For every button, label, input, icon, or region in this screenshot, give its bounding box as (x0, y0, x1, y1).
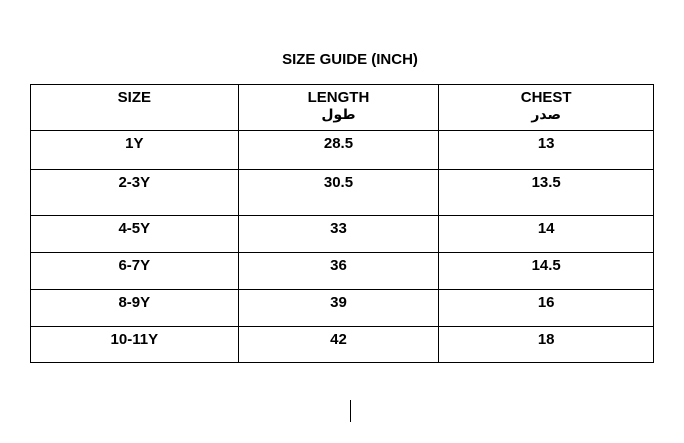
size-cell: 2-3Y (30, 169, 239, 216)
header-chest: CHEST صدر (438, 84, 654, 131)
chest-cell: 18 (438, 326, 654, 363)
size-cell: 8-9Y (30, 289, 239, 327)
size-cell: 1Y (30, 130, 239, 170)
size-cell: 6-7Y (30, 252, 239, 290)
header-label: LENGTH (307, 89, 370, 106)
page-title: SIZE GUIDE (INCH) (282, 51, 418, 68)
table-row: 6-7Y 36 14.5 (30, 252, 654, 290)
length-cell: 33 (237, 215, 440, 253)
header-row: SIZE LENGTH طول CHEST صدر (30, 84, 654, 131)
length-cell: 42 (237, 326, 440, 363)
length-cell: 36 (237, 252, 440, 290)
chest-cell: 13.5 (438, 169, 654, 216)
chest-cell: 14.5 (438, 252, 654, 290)
length-cell: 28.5 (237, 130, 440, 170)
text-cursor (350, 400, 351, 422)
size-cell: 4-5Y (30, 215, 239, 253)
header-arabic-label: طول (321, 106, 356, 122)
table-row: 4-5Y 33 14 (30, 215, 654, 253)
header-arabic-label: صدر (531, 106, 561, 122)
table-row: 10-11Y 42 18 (30, 326, 654, 363)
header-length: LENGTH طول (237, 84, 440, 131)
table-row: 2-3Y 30.5 13.5 (30, 169, 654, 216)
chest-cell: 13 (438, 130, 654, 170)
header-size: SIZE (30, 84, 239, 131)
size-guide-table: SIZE LENGTH طول CHEST صدر 1Y 28.5 13 2-3Y … (30, 84, 654, 363)
size-cell: 10-11Y (30, 326, 239, 363)
table-row: 1Y 28.5 13 (30, 130, 654, 170)
length-cell: 30.5 (237, 169, 440, 216)
chest-cell: 16 (438, 289, 654, 327)
length-cell: 39 (237, 289, 440, 327)
table-row: 8-9Y 39 16 (30, 289, 654, 327)
header-label: CHEST (520, 89, 572, 106)
chest-cell: 14 (438, 215, 654, 253)
header-label: SIZE (117, 89, 151, 106)
